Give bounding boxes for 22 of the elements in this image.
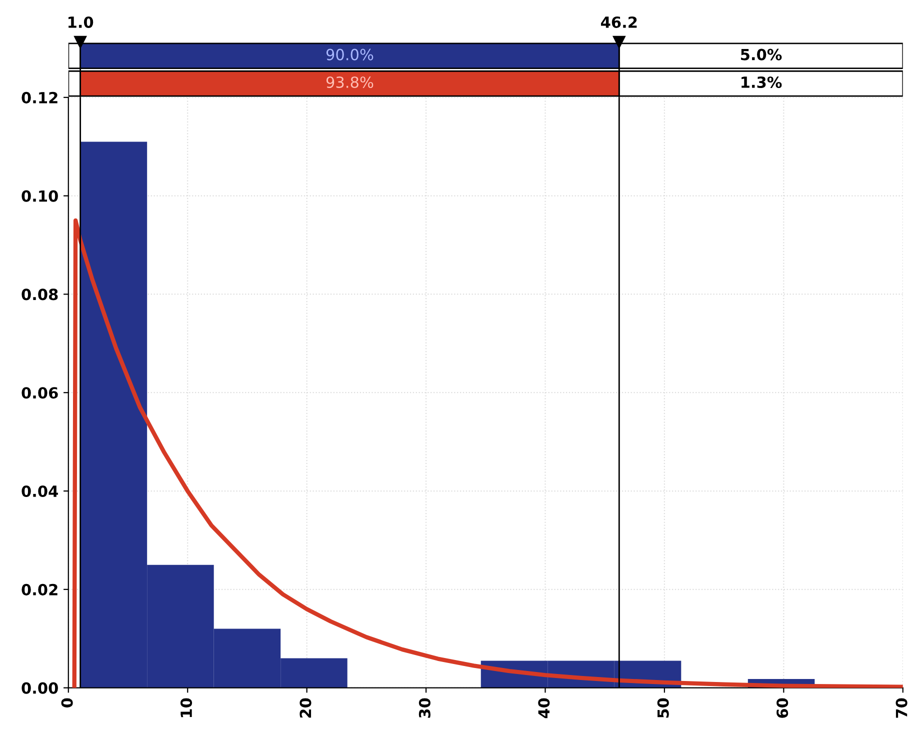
line-series	[72, 218, 903, 688]
x-tick-label: 70	[896, 698, 908, 718]
text: 1.3%	[742, 76, 782, 88]
x-tick-label: 20	[300, 698, 312, 718]
y-tick-label: 0.10	[22, 190, 58, 202]
y-tick-label: 0.12	[22, 92, 58, 104]
y-tick-label: 0.08	[22, 288, 58, 300]
x-tick-label: 10	[180, 698, 192, 718]
x-tick-label: 50	[657, 698, 669, 718]
y-tick-label: 0.04	[22, 485, 58, 498]
x-tick-label: 0	[61, 698, 73, 708]
text: 90.0%	[326, 48, 374, 60]
x-tick-label: 40	[538, 698, 550, 718]
y-tick-label: 0.02	[22, 584, 58, 596]
ref-line-label: 1.0	[68, 16, 94, 28]
text: 93.8%	[326, 76, 374, 88]
y-tick-label: 0.06	[22, 387, 58, 399]
ref-line-label: 46.2	[601, 16, 637, 28]
y-tick-label: 0.00	[22, 682, 58, 694]
x-tick-label: 60	[776, 698, 788, 718]
x-tick-label: 30	[418, 698, 430, 718]
text: 5.0%	[741, 48, 782, 60]
